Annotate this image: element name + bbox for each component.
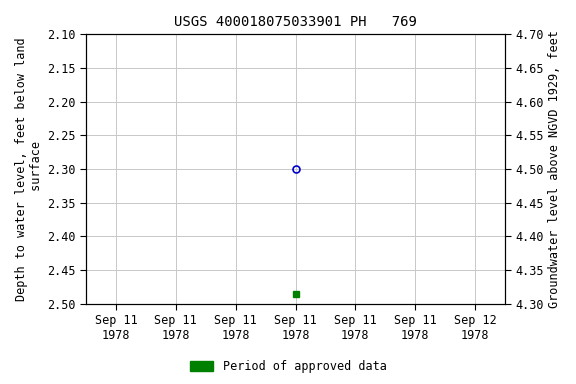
Y-axis label: Depth to water level, feet below land
 surface: Depth to water level, feet below land su…: [15, 37, 43, 301]
Y-axis label: Groundwater level above NGVD 1929, feet: Groundwater level above NGVD 1929, feet: [548, 30, 561, 308]
Legend: Period of approved data: Period of approved data: [185, 356, 391, 378]
Title: USGS 400018075033901 PH   769: USGS 400018075033901 PH 769: [174, 15, 417, 29]
